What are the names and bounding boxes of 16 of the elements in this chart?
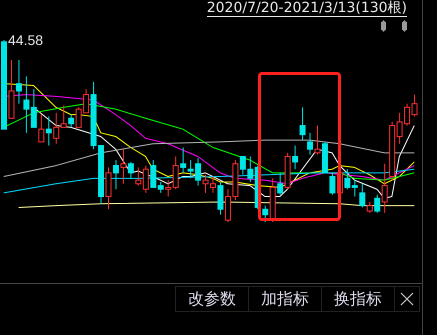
- candlestick: [300, 106, 306, 141]
- candlestick: [68, 114, 74, 128]
- candlestick: [120, 148, 126, 184]
- candlestick: [292, 145, 298, 170]
- candlestick: [16, 60, 22, 104]
- candlestick: [180, 146, 186, 174]
- text: 换指标: [322, 287, 395, 311]
- chart-title: 2020/7/20-2021/3/13(130根): [206, 0, 407, 17]
- candlestick: [382, 163, 388, 214]
- annotation: 44.58: [8, 32, 44, 48]
- candlestick: [112, 160, 119, 190]
- candlestick: [307, 132, 314, 156]
- candlestick: [46, 116, 52, 146]
- text: 加指标: [249, 287, 322, 311]
- candlestick: [106, 166, 112, 210]
- text: 改参数: [176, 287, 249, 311]
